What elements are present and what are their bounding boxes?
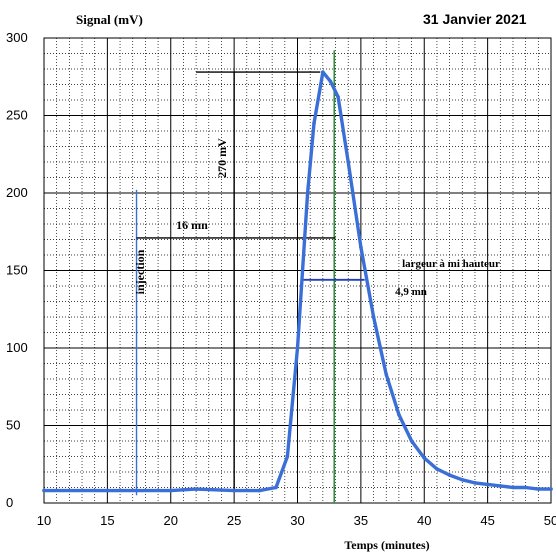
x-axis-title: Temps (minutes) [344,538,429,552]
y-tick-labels: 0 50 100 150 200 250 300 [6,30,28,510]
signal-point [422,456,427,460]
signal-point [274,485,278,490]
x-tick-label: 30 [290,513,304,528]
y-tick-label: 200 [6,185,28,200]
signal-point [295,346,300,350]
peak-height-label: 270 mV [215,138,229,178]
annotations [135,50,365,503]
y-axis-title: Signal (mV) [76,12,143,27]
y-tick-label: 100 [6,340,28,355]
signal-point [536,487,541,491]
signal-point [346,160,351,164]
signal-point [321,70,325,74]
signal-point [285,454,290,459]
retention-time-label: 16 mn [176,218,208,232]
signal-point [328,79,333,84]
signal-point [485,482,490,487]
signal-point [447,473,452,477]
x-tick-label: 15 [100,513,114,528]
signal-point [498,484,503,488]
signal-point [409,439,414,443]
plot-frame [43,37,552,504]
x-tick-label: 50 [544,513,556,528]
signal-point [42,488,46,493]
signal-point [384,372,389,377]
y-tick-label: 50 [6,418,20,433]
signal-point [168,488,173,493]
major-grid [44,38,551,503]
x-tick-label: 40 [417,513,431,528]
x-tick-label: 20 [164,513,178,528]
half-width-title: largeur à mi hauteur [402,258,500,270]
signal-point [312,121,316,126]
injection-label: injection [133,249,147,294]
half-width-value: 4,9 mn [395,286,427,298]
signal-point [435,467,439,471]
y-tick-label: 0 [6,495,13,510]
signal-point [359,245,363,250]
signal-point [397,412,401,417]
signal-point [371,315,376,319]
signal-point [257,488,262,493]
signal-point [336,95,340,99]
signal-point [105,488,110,493]
signal-point [549,487,553,491]
signal-point [511,485,515,490]
signal-point [194,487,198,491]
signal-point [232,488,236,493]
y-tick-label: 250 [6,108,28,123]
x-tick-label: 10 [37,513,51,528]
x-tick-label: 25 [227,513,241,528]
x-tick-label: 45 [480,513,494,528]
y-tick-label: 300 [6,30,28,45]
signal-point [473,481,477,485]
x-tick-label: 35 [354,513,368,528]
y-tick-label: 150 [6,263,28,278]
signal-points [42,70,553,493]
signal-point [523,485,528,490]
x-tick-labels: 10 15 20 25 30 35 40 45 50 [37,513,556,528]
signal-point [305,191,310,195]
signal-point [460,477,465,482]
chart-date: 31 Janvier 2021 [423,11,527,27]
